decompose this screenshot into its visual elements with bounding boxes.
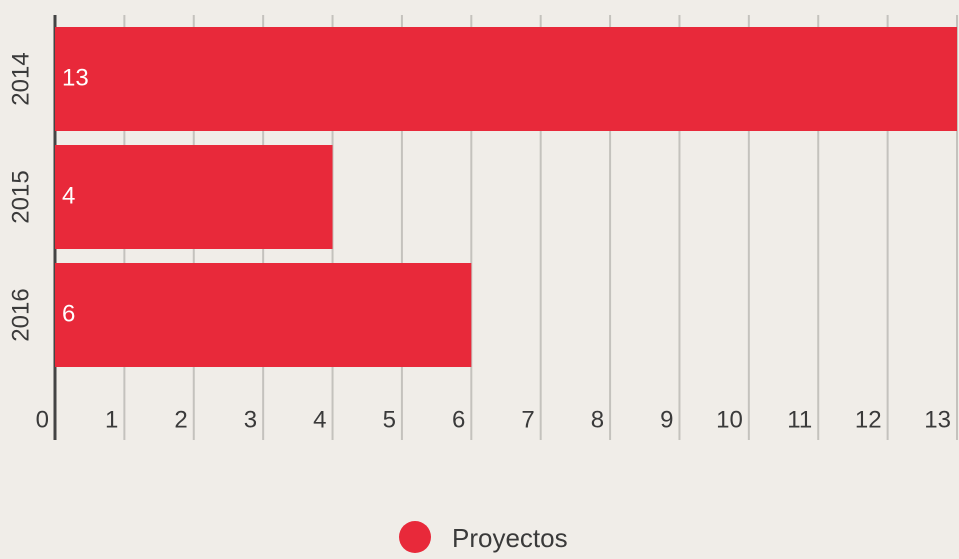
x-tick-label: 12 [855,406,882,433]
x-tick-label: 1 [105,406,118,433]
x-tick-label: 2 [174,406,187,433]
x-tick-label: 9 [660,406,673,433]
y-tick-label: 2016 [7,288,34,341]
y-tick-label: 2014 [7,52,34,105]
bar [55,27,957,131]
bar [55,263,472,367]
x-tick-label: 11 [787,406,812,433]
bar [55,145,333,249]
legend-marker [399,521,431,553]
data-label: 6 [62,300,75,327]
data-label: 4 [62,182,75,209]
x-tick-label: 7 [521,406,534,433]
x-tick-label: 5 [383,406,396,433]
x-tick-label: 6 [452,406,465,433]
legend-label: Proyectos [452,523,568,553]
x-tick-label: 13 [924,406,951,433]
y-tick-label: 2015 [7,170,34,223]
x-tick-label: 10 [716,406,743,433]
x-tick-label: 8 [591,406,604,433]
x-tick-label: 4 [313,406,326,433]
data-label: 13 [62,64,89,91]
x-tick-label: 0 [36,406,49,433]
x-tick-label: 3 [244,406,257,433]
